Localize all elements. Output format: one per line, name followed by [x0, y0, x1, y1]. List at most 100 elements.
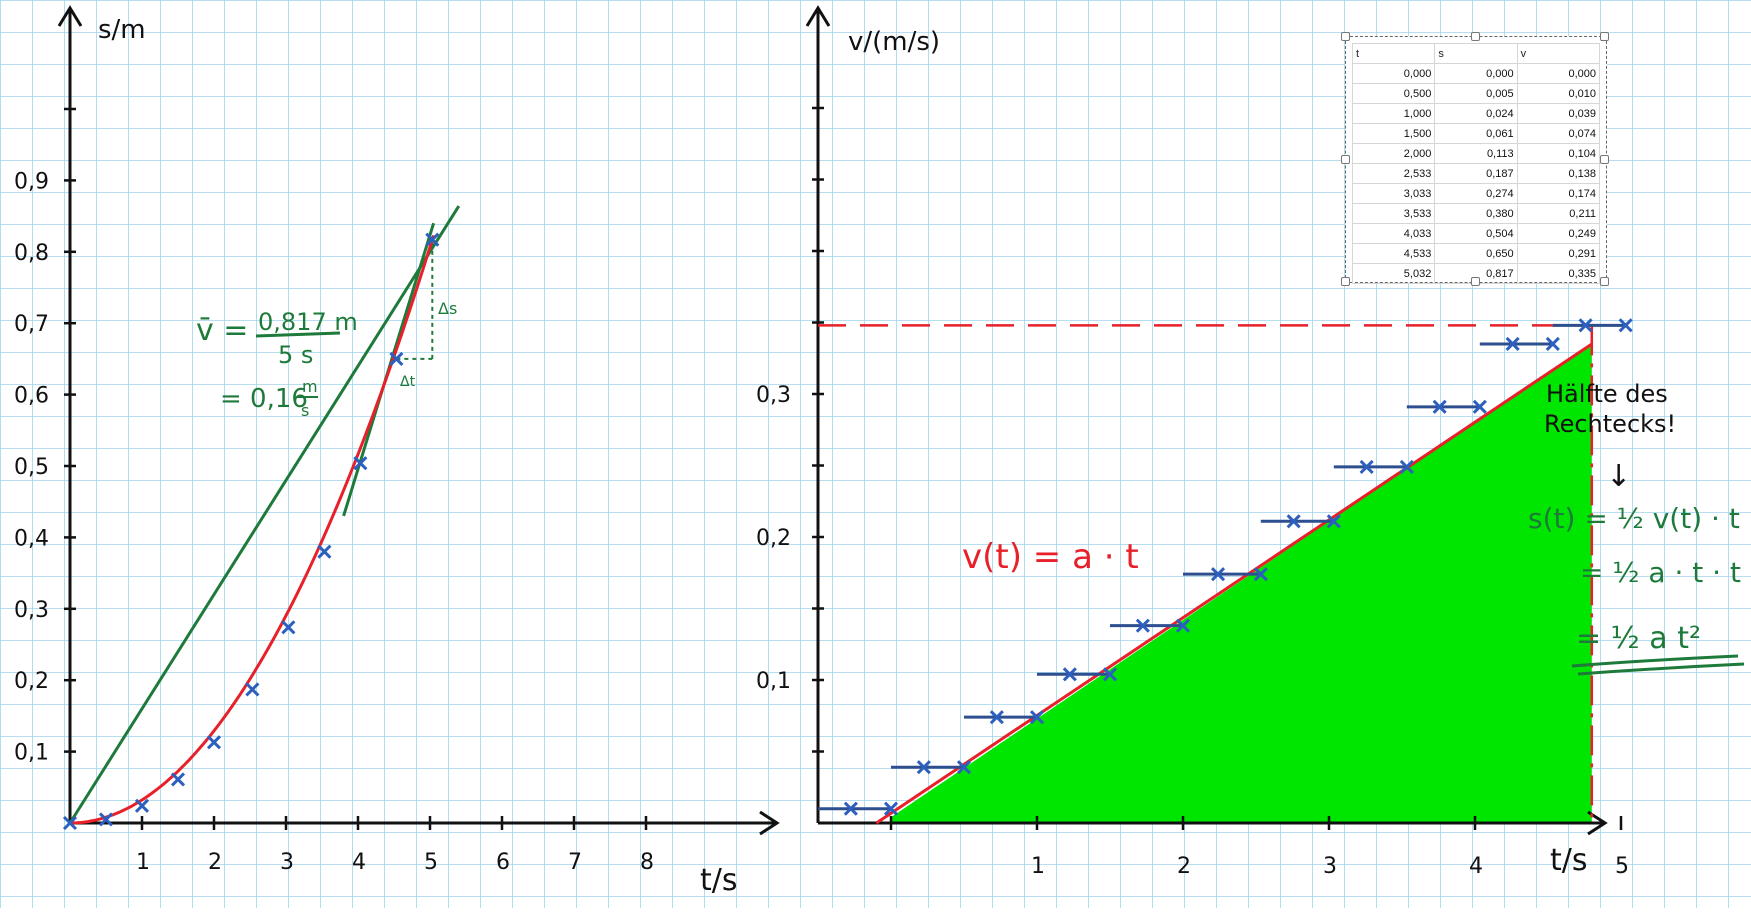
- left-x-axis-arrow: [759, 810, 780, 836]
- resize-handle-bm[interactable]: [1471, 277, 1480, 286]
- table-cell: 0,061: [1434, 123, 1518, 144]
- velocity-step-point-stroke-b: [1359, 459, 1374, 474]
- left-x-tick-label: 2: [208, 850, 222, 875]
- table-cell: 3,533: [1351, 203, 1436, 224]
- right-x-tick-label: 1: [1031, 854, 1045, 879]
- right-y-tick-label: 0,2: [756, 526, 791, 551]
- table-cell: 0,138: [1516, 163, 1601, 184]
- measurement-point-stroke-b: [353, 456, 368, 471]
- measurement-point: [425, 232, 440, 247]
- delta-s-label: Δs: [438, 299, 457, 318]
- table-cell: 0,249: [1516, 223, 1601, 244]
- resize-handle-mr[interactable]: [1600, 155, 1609, 164]
- chart-distance-time: 1 2 3 4 5 6 7 80,10,20,30,40,50,60,70,80,9 s/m …: [14, 5, 780, 898]
- table-row: 0,000 0,000 0,000: [1351, 63, 1601, 84]
- left-y-tick-label: 0,1: [14, 741, 49, 766]
- table-row: 4,033 0,504 0,249: [1351, 223, 1601, 244]
- table-cell: 1,000: [1351, 103, 1436, 124]
- left-x-tick-label: 6: [496, 850, 510, 875]
- velocity-step-point: [1359, 459, 1374, 474]
- velocity-step-point-stroke-b: [843, 801, 858, 816]
- table-row: 3,533 0,380 0,211: [1351, 203, 1601, 224]
- left-y-tick-label: 0,7: [14, 312, 49, 337]
- right-x-tick-label: 3: [1323, 854, 1337, 879]
- velocity-step-point: [1102, 667, 1118, 682]
- avg-velocity-fraction-bar: [255, 331, 341, 338]
- right-x-axis-label: t/s: [1550, 843, 1588, 878]
- resize-handle-tr[interactable]: [1600, 32, 1609, 41]
- right-y-tick-label: 0,1: [756, 669, 791, 694]
- right-y-tick-label: 0,3: [756, 383, 791, 408]
- table-cell: 4,033: [1351, 223, 1436, 244]
- avg-velocity-unit-num: m: [302, 377, 318, 396]
- velocity-step-point: [1618, 318, 1633, 333]
- table-row: 1,500 0,061 0,074: [1351, 123, 1601, 144]
- velocity-fit-line: [875, 342, 1593, 825]
- measurement-point: [353, 456, 368, 471]
- velocity-step-point: [1253, 567, 1268, 582]
- fit-curve: [69, 234, 436, 825]
- velocity-step-point: [1326, 514, 1341, 529]
- velocity-step-point: [1286, 514, 1301, 529]
- velocity-step-point-stroke-b: [1102, 667, 1118, 682]
- avg-velocity-lhs: v̄ =: [196, 313, 248, 348]
- left-x-tick-label: 4: [352, 850, 366, 875]
- table-cell: 3,033: [1351, 183, 1436, 204]
- table-cell: 0,380: [1434, 203, 1518, 224]
- measurement-point-stroke-b: [170, 772, 186, 787]
- resize-handle-tm[interactable]: [1471, 32, 1480, 41]
- left-y-axis-arrow: [57, 5, 83, 27]
- chart-velocity-time: 1 2 3 4 50,10,20,3 v/(m/s) t/s v(t) = a · t …: [756, 5, 1745, 879]
- table-cell: 0,817: [1434, 263, 1518, 284]
- note-rectangle: Rechtecks!: [1544, 410, 1676, 438]
- equation-s-line3: = ½ a t²: [1576, 621, 1701, 656]
- equation-s-line1: s(t) = ½ v(t) · t: [1528, 502, 1740, 535]
- resize-handle-ml[interactable]: [1341, 155, 1350, 164]
- velocity-step-point: [1062, 667, 1077, 682]
- velocity-step-point: [1432, 399, 1447, 414]
- right-x-tick-label: 4: [1469, 854, 1483, 879]
- data-table-box[interactable]: t s v 0,000 0,000 0,000 0,500 0,005 0,010 1,00…: [1341, 32, 1609, 286]
- secant-line: [68, 205, 461, 824]
- table-cell: 0,113: [1434, 143, 1518, 164]
- resize-handle-tl[interactable]: [1341, 32, 1350, 41]
- resize-handle-bl[interactable]: [1341, 277, 1350, 286]
- note-arrow: ↓: [1606, 459, 1631, 494]
- table-cell: 0,211: [1516, 203, 1601, 224]
- measurement-point-stroke-b: [206, 735, 222, 750]
- velocity-step-point-stroke-b: [1505, 336, 1520, 352]
- right-x-axis-arrow: [1587, 810, 1608, 836]
- table-header-t: t: [1351, 43, 1436, 64]
- resize-handle-br[interactable]: [1600, 277, 1609, 286]
- left-y-tick-label: 0,3: [14, 598, 49, 623]
- measurement-point-stroke-b: [389, 351, 404, 366]
- data-table: t s v 0,000 0,000 0,000 0,500 0,005 0,010 1,00…: [1351, 43, 1601, 284]
- velocity-step-point: [1135, 618, 1150, 633]
- table-row: 4,533 0,650 0,291: [1351, 243, 1601, 264]
- velocity-time-marks: 1 2 3 4 5 0,1 0,2 0,3: [756, 5, 1633, 879]
- left-y-tick-label: 0,2: [14, 669, 49, 694]
- measurement-point-stroke-b: [245, 682, 260, 697]
- table-cell: 0,335: [1516, 263, 1601, 284]
- table-cell: 0,000: [1351, 63, 1436, 84]
- table-cell: 0,274: [1434, 183, 1518, 204]
- measurement-point-stroke-b: [134, 798, 150, 813]
- equation-s-line2: = ½ a · t · t: [1580, 556, 1741, 589]
- left-y-tick-label: 0,6: [14, 384, 49, 409]
- measurement-point: [206, 735, 222, 750]
- table-row: 0,500 0,005 0,010: [1351, 83, 1601, 104]
- velocity-step-point-stroke-b: [1175, 618, 1191, 633]
- measurement-point-stroke-b: [62, 815, 78, 831]
- avg-velocity-denominator: 5 s: [278, 341, 313, 369]
- table-row: 2,533 0,187 0,138: [1351, 163, 1601, 184]
- formula-v-equals-at: v(t) = a · t: [962, 537, 1139, 577]
- left-y-axis-label: s/m: [98, 15, 146, 45]
- left-y-tick-label: 0,4: [14, 526, 49, 551]
- measurement-point: [317, 544, 332, 559]
- table-cell: 0,024: [1434, 103, 1518, 124]
- left-x-tick-label: 8: [640, 850, 654, 875]
- measurement-point: [245, 682, 260, 697]
- table-cell: 0,000: [1434, 63, 1518, 84]
- table-header-s: s: [1434, 43, 1518, 64]
- velocity-step-point-stroke-b: [1578, 318, 1593, 333]
